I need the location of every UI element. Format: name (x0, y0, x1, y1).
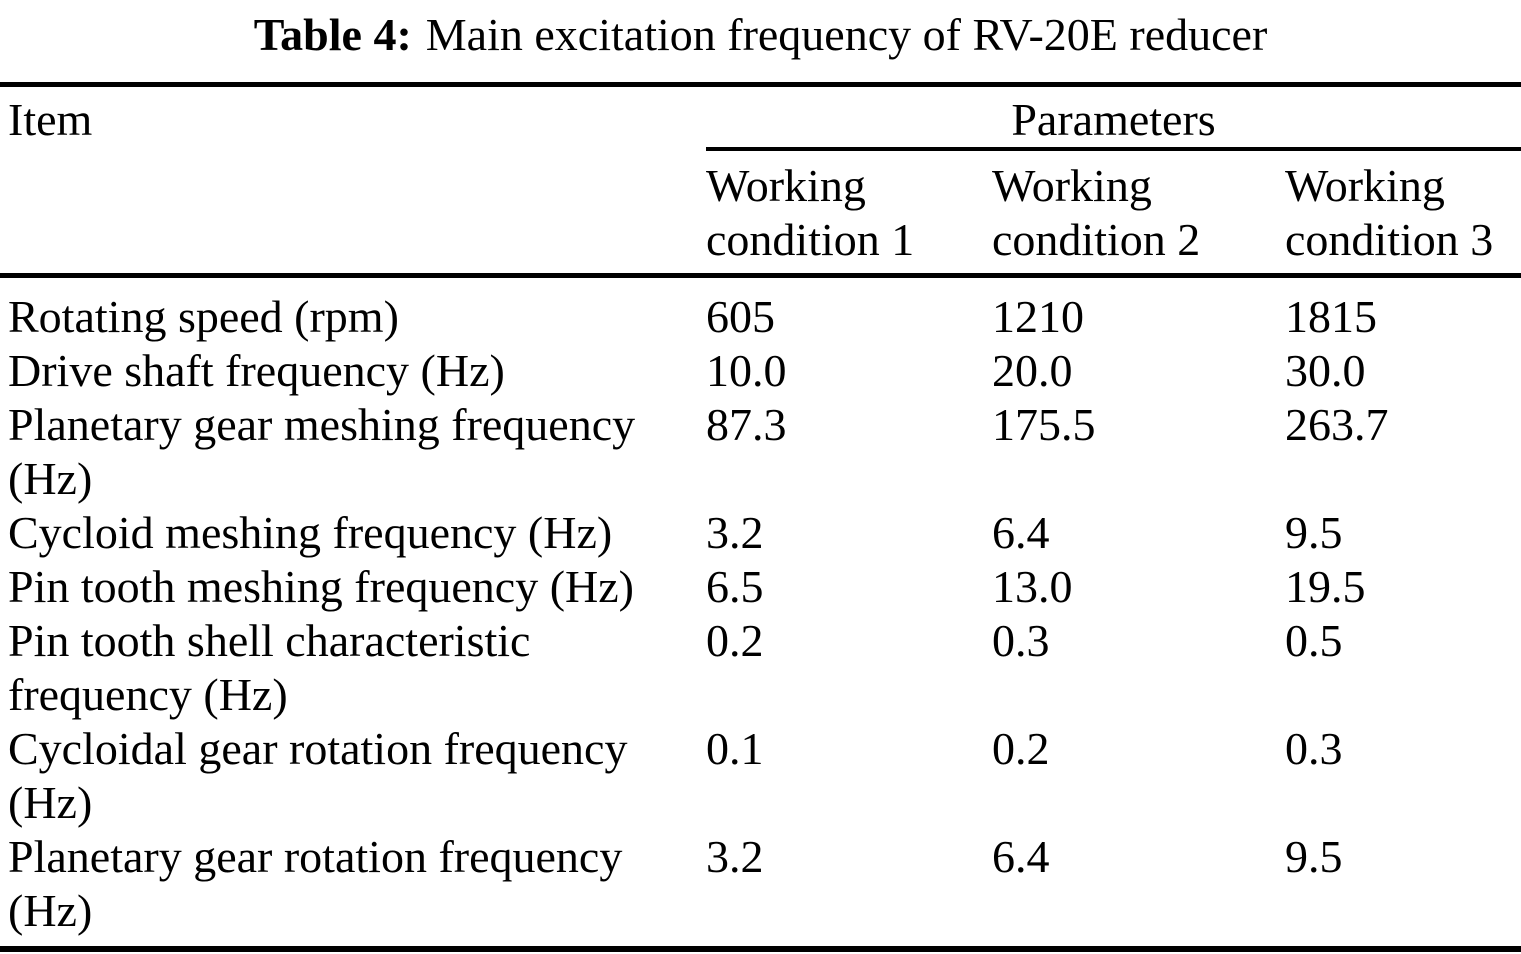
row-value: 10.0 (706, 345, 787, 396)
row-value: 3.2 (706, 507, 764, 558)
table-row: Cycloid meshing frequency (Hz) 3.2 6.4 9… (0, 506, 1521, 560)
row-value: 13.0 (992, 561, 1073, 612)
row-item-label: Pin tooth shell characteristic frequency… (8, 615, 531, 720)
row-value: 1815 (1285, 291, 1377, 342)
row-item-label: Cycloidal gear rotation frequency (Hz) (8, 723, 628, 828)
table-row: Pin tooth meshing frequency (Hz) 6.5 13.… (0, 560, 1521, 614)
row-value: 0.3 (992, 615, 1050, 666)
row-value: 175.5 (992, 399, 1096, 450)
row-value: 9.5 (1285, 831, 1343, 882)
table-row: Planetary gear rotation frequency (Hz) 3… (0, 830, 1521, 949)
row-item-label: Rotating speed (rpm) (8, 291, 399, 342)
table-caption-text: Main excitation frequency of RV-20E redu… (425, 9, 1268, 60)
table-row: Rotating speed (rpm) 605 1210 1815 (0, 276, 1521, 345)
row-value: 263.7 (1285, 399, 1389, 450)
column-header-condition-1: Working condition 1 (706, 149, 992, 278)
row-value: 605 (706, 291, 775, 342)
row-item-label: Pin tooth meshing frequency (Hz) (8, 561, 634, 612)
row-value: 6.4 (992, 507, 1050, 558)
header-row-conditions: Working condition 1 Working condition 2 … (0, 149, 1521, 278)
row-value: 20.0 (992, 345, 1073, 396)
row-value: 0.1 (706, 723, 764, 774)
row-value: 19.5 (1285, 561, 1366, 612)
table-row: Pin tooth shell characteristic frequency… (0, 614, 1521, 722)
table-row: Drive shaft frequency (Hz) 10.0 20.0 30.… (0, 344, 1521, 398)
header-row-groups: Item Parameters (0, 84, 1521, 278)
row-item-label: Planetary gear meshing frequency (Hz) (8, 399, 636, 504)
column-header-item: Item (0, 84, 706, 278)
row-value: 6.4 (992, 831, 1050, 882)
row-value: 3.2 (706, 831, 764, 882)
row-value: 30.0 (1285, 345, 1366, 396)
table-row: Planetary gear meshing frequency (Hz) 87… (0, 398, 1521, 506)
column-header-condition-2: Working condition 2 (992, 149, 1285, 278)
table-caption: Table 4: Main excitation frequency of RV-… (0, 6, 1521, 64)
row-value: 87.3 (706, 399, 787, 450)
row-item-label: Cycloid meshing frequency (Hz) (8, 507, 613, 558)
row-value: 0.2 (706, 615, 764, 666)
row-value: 9.5 (1285, 507, 1343, 558)
row-item-label: Drive shaft frequency (Hz) (8, 345, 505, 396)
column-group-header-parameters: Parameters (706, 84, 1521, 151)
row-value: 1210 (992, 291, 1084, 342)
table-row: Cycloidal gear rotation frequency (Hz) 0… (0, 722, 1521, 830)
row-item-label: Planetary gear rotation frequency (Hz) (8, 831, 623, 936)
column-header-condition-3: Working condition 3 (1285, 149, 1521, 278)
row-value: 6.5 (706, 561, 764, 612)
table-caption-number: Table 4: (253, 9, 412, 60)
excitation-frequency-table: Item Parameters Working condition 1 Work… (0, 82, 1521, 952)
row-value: 0.3 (1285, 723, 1343, 774)
row-value: 0.2 (992, 723, 1050, 774)
row-value: 0.5 (1285, 615, 1343, 666)
